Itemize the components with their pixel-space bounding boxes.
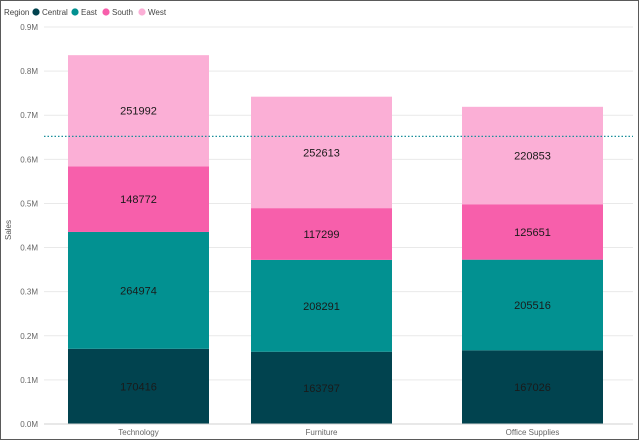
y-tick-label: 0.9M	[20, 23, 38, 32]
y-tick-label: 0.8M	[20, 67, 38, 76]
data-label-east: 264974	[120, 285, 157, 297]
y-tick-label: 0.2M	[20, 332, 38, 341]
data-label-east: 205516	[514, 300, 551, 312]
data-label-east: 208291	[303, 301, 340, 313]
legend-marker-east	[71, 8, 79, 16]
legend-label-south: South	[112, 8, 133, 17]
y-axis-title: Sales	[4, 220, 13, 240]
y-tick-label: 0.6M	[20, 155, 38, 164]
y-tick-label: 0.4M	[20, 244, 38, 253]
legend-title: Region	[4, 8, 29, 17]
data-label-west: 252613	[303, 147, 340, 159]
x-tick-label: Furniture	[305, 428, 338, 437]
data-label-west: 251992	[120, 106, 157, 118]
data-label-west: 220853	[514, 151, 551, 163]
data-label-central: 163797	[303, 383, 340, 395]
legend-marker-south	[102, 8, 110, 16]
y-tick-label: 0.7M	[20, 111, 38, 120]
bar-segment-central	[462, 350, 603, 424]
y-tick-label: 0.0M	[20, 420, 38, 429]
bar-segment-south	[462, 204, 603, 260]
data-label-south: 148772	[120, 194, 157, 206]
y-axis: 0.0M 0.1M 0.2M 0.3M 0.4M 0.5M 0.6M 0.7M 0.8M 0.9M	[20, 23, 38, 429]
bar-segment-east	[251, 259, 392, 352]
x-tick-label: Technology	[118, 428, 158, 437]
bar-segment-east	[462, 259, 603, 351]
y-tick-label: 0.1M	[20, 376, 38, 385]
bar-segment-west	[68, 55, 209, 167]
bar-segment-west	[462, 106, 603, 205]
bar-segment-east	[68, 231, 209, 349]
data-label-south: 117299	[304, 229, 340, 241]
data-label-central: 167026	[514, 382, 551, 394]
bars	[68, 55, 603, 424]
x-tick-label: Office Supplies	[506, 428, 560, 437]
legend-label-central: Central	[42, 8, 68, 17]
data-label-central: 170416	[120, 381, 157, 393]
y-tick-label: 0.3M	[20, 288, 38, 297]
legend-label-east: East	[81, 8, 98, 17]
y-tick-label: 0.5M	[20, 199, 38, 208]
bar-segment-central	[68, 348, 209, 424]
data-labels: 170416 264974 148772 251992 163797 208291 1172…	[120, 106, 551, 395]
legend-marker-west	[138, 8, 146, 16]
bar-segment-south	[68, 166, 209, 232]
legend-marker-central	[32, 8, 40, 16]
x-axis: Technology Furniture Office Supplies	[44, 423, 633, 437]
data-label-south: 125651	[514, 227, 551, 239]
bar-segment-central	[251, 351, 392, 424]
bar-segment-south	[251, 208, 392, 260]
legend: Region Central East South West	[4, 8, 167, 17]
bar-segment-west	[251, 96, 392, 209]
legend-label-west: West	[148, 8, 167, 17]
